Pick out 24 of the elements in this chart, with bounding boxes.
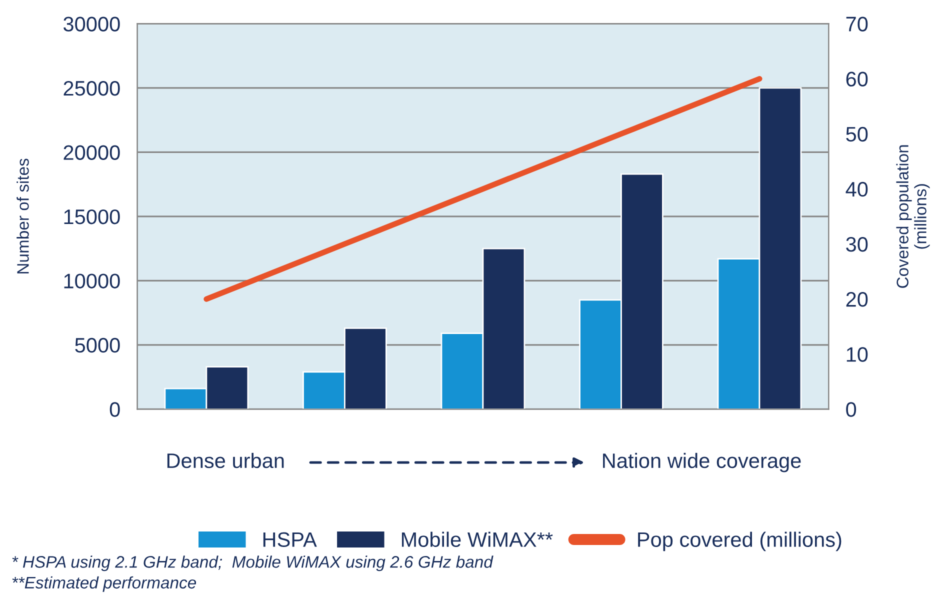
y2-tick-label: 50 (846, 126, 868, 142)
y2-tick-label: 60 (846, 72, 868, 87)
text: * HSPA using 2.1 GHz band; Mobile WiMAX using 2.6 GHz band (12, 556, 494, 572)
legend-label: Mobile WiMAX** (402, 532, 553, 547)
y-tick-label: 0 (110, 402, 120, 417)
y2-tick-label: 20 (846, 292, 868, 307)
text: **Estimated performance (12, 576, 196, 592)
text: Nation wide coverage (603, 452, 801, 472)
y2-tick-label: 70 (846, 16, 868, 32)
y-tick-label: 25000 (64, 80, 120, 96)
y-tick-label: 10000 (64, 274, 120, 288)
y-tick-label: 30000 (64, 16, 120, 32)
legend-label: Pop covered (millions) (638, 532, 842, 552)
y2-axis-title: Covered population (millions) (896, 145, 930, 288)
y-tick-label: 15000 (64, 209, 120, 224)
y2-tick-label: 0 (846, 402, 856, 417)
text: Dense urban (167, 452, 284, 468)
y-axis-title: Number of sites (16, 158, 29, 274)
y2-tick-label: 30 (846, 236, 868, 252)
y2-tick-label: 40 (846, 182, 868, 197)
y2-tick-label: 10 (846, 347, 868, 362)
y-tick-label: 20000 (64, 145, 120, 160)
y-tick-label: 5000 (75, 338, 120, 353)
legend-label: HSPA (263, 532, 317, 547)
